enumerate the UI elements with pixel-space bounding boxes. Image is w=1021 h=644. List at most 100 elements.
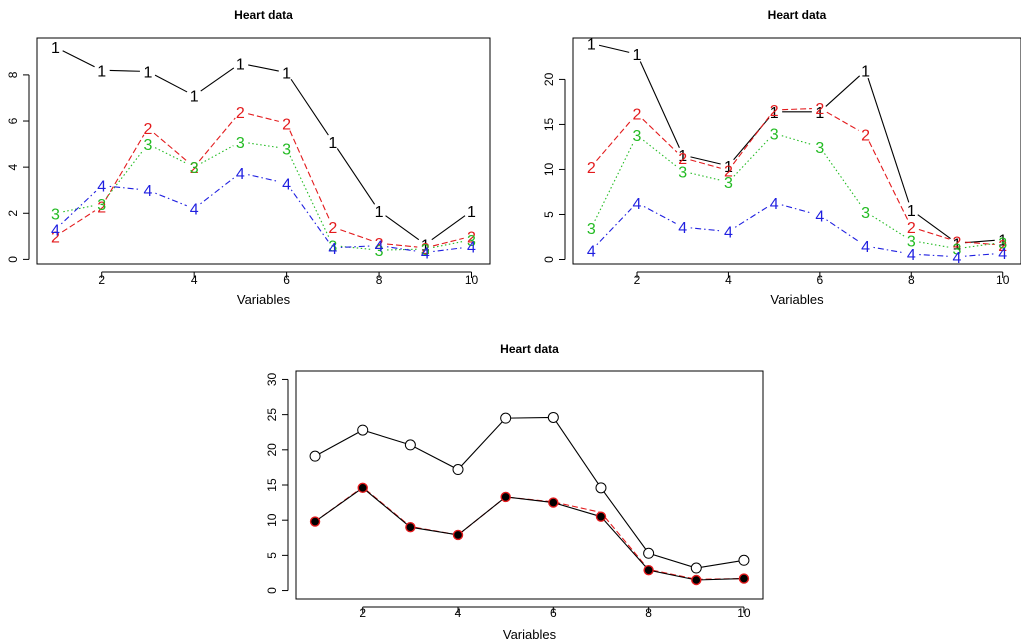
series-line-segment xyxy=(385,215,420,241)
series-line-segment xyxy=(248,142,279,149)
series-line-segment xyxy=(155,192,187,207)
data-point xyxy=(690,562,702,574)
series-line-segment xyxy=(596,208,632,246)
data-point-label: 1 xyxy=(421,237,430,254)
series-line-segment xyxy=(919,241,950,248)
data-point xyxy=(404,439,416,451)
series-line-segment xyxy=(289,155,330,239)
series-line-segment xyxy=(387,248,418,251)
series-line-segment xyxy=(154,74,188,93)
y-tick-label: 20 xyxy=(542,72,556,86)
series-line-segment xyxy=(109,69,140,72)
x-tick-label: 10 xyxy=(737,606,751,620)
chart-title: Heart data xyxy=(768,8,827,22)
series-line-segment xyxy=(433,240,464,248)
data-point-label: 2 xyxy=(724,163,733,180)
data-point-label: 3 xyxy=(190,160,199,177)
series-3: 3 3 3 3 3 3 3 3 3 3 xyxy=(51,135,476,260)
data-point-label: 4 xyxy=(236,166,245,183)
data-point-label: 1 xyxy=(815,105,824,122)
data-point-label: 4 xyxy=(770,196,779,213)
data-point xyxy=(500,491,511,503)
data-point-label: 1 xyxy=(236,56,245,73)
data-point-label: 3 xyxy=(236,135,245,152)
series-line-segment xyxy=(642,118,678,153)
series-line-segment xyxy=(690,156,721,165)
data-point-label: 3 xyxy=(678,164,687,181)
data-point-label: 1 xyxy=(587,36,596,53)
x-tick-label: 6 xyxy=(550,606,557,620)
series-line-segment xyxy=(826,111,859,131)
data-point-label: 2 xyxy=(815,101,824,118)
data-point-label: 2 xyxy=(97,199,106,216)
x-axis-label: Variables xyxy=(770,292,824,307)
data-point-label: 4 xyxy=(328,241,337,258)
data-point-label: 4 xyxy=(587,243,596,260)
data-point-label: 1 xyxy=(51,40,60,57)
series-line-segment xyxy=(61,210,96,233)
data-point-label: 4 xyxy=(678,220,687,237)
x-tick-label: 4 xyxy=(191,273,198,287)
data-point-label: 3 xyxy=(467,233,476,250)
data-point-label: 2 xyxy=(907,220,916,237)
y-tick-label: 0 xyxy=(265,587,279,594)
series-line-segment xyxy=(198,117,236,162)
data-point xyxy=(309,516,321,527)
y-tick-label: 6 xyxy=(6,117,20,124)
series-line-segment xyxy=(872,215,905,237)
data-point-label: 3 xyxy=(633,128,642,145)
data-point-label: 3 xyxy=(328,239,337,256)
data-point-label: 3 xyxy=(97,197,106,214)
data-point-label: 4 xyxy=(51,222,60,239)
series-1: 1 1 1 1 1 1 1 1 1 1 xyxy=(587,36,1007,253)
data-point xyxy=(643,564,654,576)
series-line-segment xyxy=(154,147,188,165)
data-point-label: 1 xyxy=(907,203,916,220)
data-point xyxy=(357,424,369,436)
x-axis: 2 4 6 8 10 xyxy=(634,271,1010,287)
series-line-segment xyxy=(290,78,329,136)
series-line-segment xyxy=(431,215,466,241)
series-line-segment xyxy=(109,185,141,190)
series-line-segment xyxy=(918,228,950,240)
y-tick-label: 4 xyxy=(6,163,20,170)
series-2: 2 2 2 2 2 2 2 2 2 2 xyxy=(51,105,476,258)
data-point xyxy=(405,522,416,533)
y-tick-label: 0 xyxy=(6,256,20,263)
y-tick-label: 8 xyxy=(6,71,20,78)
data-point-label: 2 xyxy=(467,229,476,246)
series-line-segment xyxy=(432,237,464,247)
data-point-label: 3 xyxy=(375,243,384,260)
series-line-segment xyxy=(200,145,234,164)
data-point-label: 2 xyxy=(953,234,962,251)
chart-title: Heart data xyxy=(234,8,293,22)
data-point-label: 2 xyxy=(770,103,779,120)
data-point-label: 3 xyxy=(953,242,962,259)
x-tick-label: 6 xyxy=(283,273,290,287)
x-tick-label: 2 xyxy=(98,273,105,287)
data-point-label: 1 xyxy=(467,204,476,221)
x-tick-label: 8 xyxy=(645,606,652,620)
data-point-label: 2 xyxy=(282,116,291,133)
data-point xyxy=(738,573,750,584)
data-point-label: 1 xyxy=(770,105,779,122)
series-line-segment xyxy=(964,241,995,246)
series-3 xyxy=(309,482,750,586)
data-point-label: 3 xyxy=(815,140,824,157)
series-line-segment xyxy=(433,247,464,253)
series-1 xyxy=(309,411,750,574)
data-point xyxy=(738,554,750,566)
series-line-segment xyxy=(825,75,861,107)
data-point xyxy=(357,482,368,494)
x-tick-label: 2 xyxy=(634,273,641,287)
data-point-label: 1 xyxy=(282,66,291,83)
series-line-segment xyxy=(690,159,721,169)
y-tick-label: 15 xyxy=(542,117,556,131)
y-tick-label: 0 xyxy=(542,256,556,263)
series-line-segment xyxy=(153,132,189,163)
data-point-label: 3 xyxy=(861,205,870,222)
data-point-label: 3 xyxy=(421,242,430,259)
